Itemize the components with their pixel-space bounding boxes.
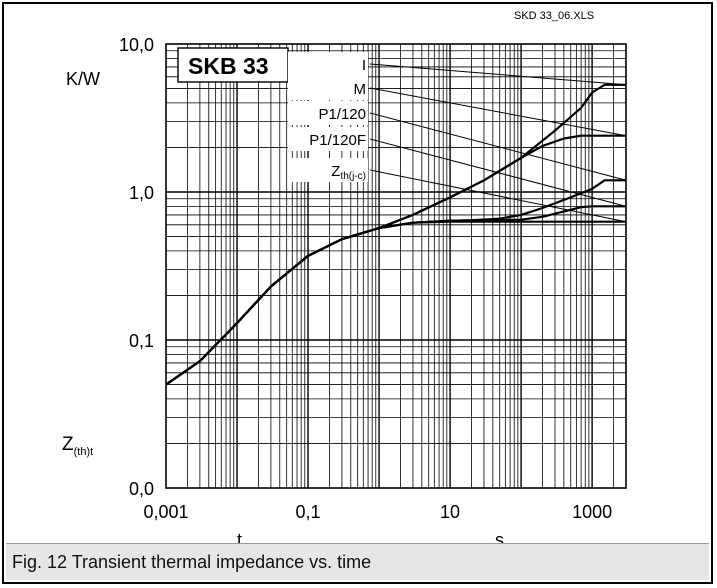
series-label: M: [354, 81, 367, 98]
plot-border: [165, 43, 627, 489]
chart-title-box: [177, 47, 289, 83]
grid: [165, 43, 627, 489]
tick-labels: 0,001 0,1 10 1000 10,0 1,0 0,1 0,0: [119, 35, 612, 522]
series-label: P1/120: [318, 106, 366, 123]
series-line: [165, 134, 626, 386]
x-axis-label: t: [237, 530, 242, 548]
x-tick-label: 0,1: [296, 502, 321, 522]
series-label-bg: [288, 76, 368, 100]
chart-title: SKB 33: [188, 53, 269, 79]
series-label: Zth(j-c): [331, 163, 366, 182]
curves: [165, 83, 626, 386]
y-axis-label-sub: (th)t: [74, 446, 94, 458]
caption-bar: Fig. 12 Transient thermal impedance vs. …: [6, 543, 709, 580]
x-tick-label: 10: [440, 502, 460, 522]
y-tick-label: 0,1: [129, 331, 154, 351]
series-label-bg: [288, 127, 368, 151]
series-label-bg: [288, 101, 368, 125]
y-axis-label-main: Z: [62, 434, 74, 455]
y-tick-label: 1,0: [129, 183, 154, 203]
file-reference: SKD 33_06.XLS: [514, 10, 594, 22]
leader-line: [369, 112, 627, 181]
x-unit: s: [495, 530, 504, 548]
series-label: I: [362, 57, 366, 74]
y-tick-label: 0,0: [129, 479, 154, 499]
series-label-main: Z: [331, 163, 340, 180]
series-line: [165, 220, 626, 386]
leader-line: [369, 87, 627, 137]
leader-lines: [369, 63, 627, 223]
series-label-sub: th(j-c): [340, 171, 366, 182]
leader-line: [369, 63, 627, 86]
x-tick-label: 1000: [572, 502, 612, 522]
leader-line: [369, 138, 627, 207]
x-tick-label: 0,001: [143, 502, 188, 522]
series-labels: SKB 33 IM P1/120 P1/120F Zth(j-c): [177, 47, 368, 182]
series-label: P1/120F: [309, 132, 366, 149]
series-label-bg: [288, 158, 368, 182]
thermal-impedance-chart: SKB 33 IM P1/120 P1/120F Zth(j-c) 0,001 0,1 10…: [62, 10, 627, 548]
y-unit: K/W: [66, 69, 100, 89]
figure-caption: Fig. 12 Transient thermal impedance vs. …: [12, 552, 372, 572]
y-tick-label: 10,0: [119, 35, 154, 55]
leader-line: [369, 169, 627, 223]
y-axis-label: Z(th)t: [62, 434, 93, 458]
series-label-bg: [288, 52, 368, 76]
